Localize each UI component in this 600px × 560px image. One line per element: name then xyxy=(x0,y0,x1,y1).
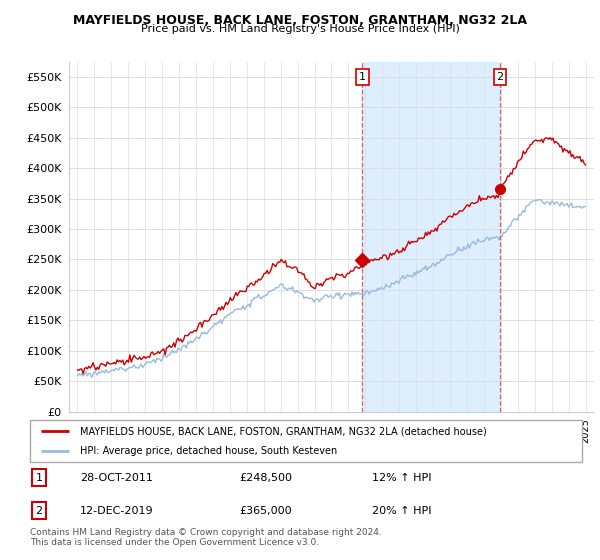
Text: 12% ↑ HPI: 12% ↑ HPI xyxy=(372,473,432,483)
Text: 2: 2 xyxy=(35,506,43,516)
Text: 12-DEC-2019: 12-DEC-2019 xyxy=(80,506,154,516)
Text: MAYFIELDS HOUSE, BACK LANE, FOSTON, GRANTHAM, NG32 2LA (detached house): MAYFIELDS HOUSE, BACK LANE, FOSTON, GRAN… xyxy=(80,426,487,436)
Text: 20% ↑ HPI: 20% ↑ HPI xyxy=(372,506,432,516)
Text: MAYFIELDS HOUSE, BACK LANE, FOSTON, GRANTHAM, NG32 2LA: MAYFIELDS HOUSE, BACK LANE, FOSTON, GRAN… xyxy=(73,14,527,27)
FancyBboxPatch shape xyxy=(30,420,582,462)
Bar xyxy=(362,62,500,412)
Text: HPI: Average price, detached house, South Kesteven: HPI: Average price, detached house, Sout… xyxy=(80,446,337,456)
Text: £365,000: £365,000 xyxy=(240,506,292,516)
Text: Price paid vs. HM Land Registry's House Price Index (HPI): Price paid vs. HM Land Registry's House … xyxy=(140,24,460,34)
Text: Contains HM Land Registry data © Crown copyright and database right 2024.
This d: Contains HM Land Registry data © Crown c… xyxy=(30,528,382,547)
Text: £248,500: £248,500 xyxy=(240,473,293,483)
Text: 28-OCT-2011: 28-OCT-2011 xyxy=(80,473,152,483)
Text: 1: 1 xyxy=(359,72,366,82)
Text: 1: 1 xyxy=(35,473,43,483)
Text: 2: 2 xyxy=(496,72,503,82)
